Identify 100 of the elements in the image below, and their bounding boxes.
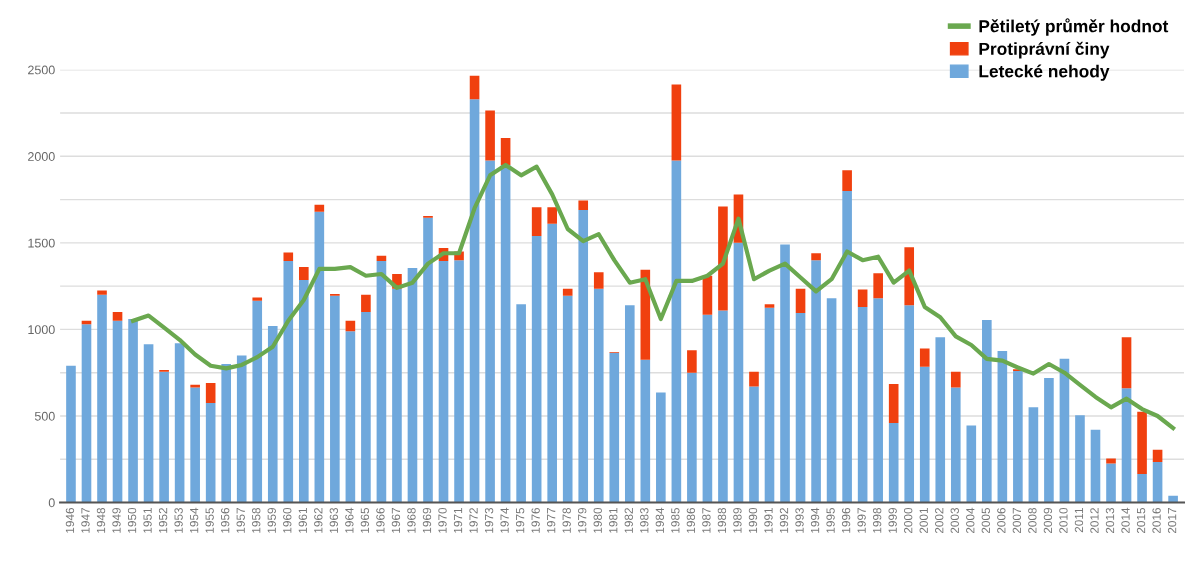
x-tick-label: 2005 [981,507,990,534]
bar [112,320,123,503]
bar [950,371,961,388]
x-tick-label: 2011 [1074,508,1084,533]
x-tick-label: 1991 [764,508,773,533]
bar [687,350,697,373]
bar [547,207,557,224]
bar [500,138,511,165]
x-tick-label: 2010 [1059,507,1068,534]
x-tick-label: 2006 [997,507,1006,534]
x-tick-label: 1974 [500,507,509,533]
x-tick-label: 1986 [686,507,696,533]
bar [314,204,325,212]
bar [593,288,604,503]
bar [687,372,697,503]
bar [982,319,992,503]
x-tick-label: 1994 [810,507,820,533]
bar [656,392,666,503]
legend-label: Letecké nehody [979,64,1110,81]
bar [593,272,604,289]
bar [531,207,542,236]
bar [128,319,138,503]
legend-label: Pětiletý průměr hodnot [979,18,1169,36]
x-tick-label: 2004 [966,507,975,534]
x-tick-label: 2001 [919,508,928,534]
x-tick-label: 1971 [453,508,463,533]
bar [795,312,806,503]
x-tick-label: 1995 [826,507,835,533]
bar [221,364,232,503]
bar [1106,463,1116,503]
bar [578,200,589,210]
bar [1137,411,1147,474]
x-tick-label: 1985 [671,507,680,533]
bar [438,261,449,503]
x-tick-label: 1957 [236,508,245,533]
bar [609,352,620,503]
bar [159,371,169,503]
x-tick-label: 1968 [407,507,416,533]
x-tick-label: 1965 [360,507,370,533]
bar [1152,449,1163,462]
x-tick-label: 1954 [189,507,199,533]
bar [299,267,309,281]
bar [143,344,154,503]
x-tick-label: 1947 [81,508,90,533]
bar [919,366,930,503]
x-tick-label: 1946 [65,507,75,533]
bar [826,298,837,503]
bar [345,320,356,332]
bar [392,288,402,503]
bar [376,261,387,503]
x-tick-label: 1990 [748,507,758,533]
x-tick-label: 1948 [96,507,106,533]
x-tick-label: 2014 [1121,507,1130,534]
x-tick-label: 1953 [174,507,183,533]
bar [749,371,759,387]
bar [1044,377,1054,503]
bar [1059,358,1070,503]
y-tick-label: 1000 [28,325,55,335]
bar [842,190,852,503]
x-tick-label: 1983 [640,507,649,533]
bar [314,211,325,503]
bar [174,343,185,503]
bar [66,365,76,503]
bar [516,304,526,503]
x-tick-label: 1962 [314,508,323,533]
x-tick-label: 1961 [298,508,307,533]
bar [1137,474,1147,503]
bar [857,289,868,307]
x-tick-label: 2013 [1105,507,1115,534]
x-tick-label: 1998 [872,507,882,533]
bar [780,244,790,503]
x-tick-label: 2016 [1152,507,1161,534]
bar [1028,407,1039,503]
bar [283,252,294,262]
bar [873,298,883,503]
bar [562,288,573,296]
x-tick-label: 1970 [438,507,447,533]
x-tick-label: 1992 [779,508,789,533]
bar [345,331,356,503]
bar [857,306,868,503]
bar [252,300,263,503]
bar [112,312,123,321]
bar [1121,337,1132,389]
bar [578,209,589,503]
bar [702,314,713,503]
x-tick-label: 1951 [143,508,152,533]
bar [718,310,728,503]
bar [733,242,744,503]
bar [1106,458,1116,464]
x-tick-label: 1952 [158,508,168,533]
y-tick-label: 1500 [28,238,55,248]
y-tick-label: 2000 [28,152,55,161]
x-tick-label: 2009 [1043,507,1053,534]
bar [205,403,216,503]
legend-label: Protiprávní činy [979,41,1110,59]
bar [562,295,573,503]
bar [252,297,263,301]
bar [764,307,775,503]
x-tick-label: 1949 [112,507,121,533]
bar [267,325,278,503]
